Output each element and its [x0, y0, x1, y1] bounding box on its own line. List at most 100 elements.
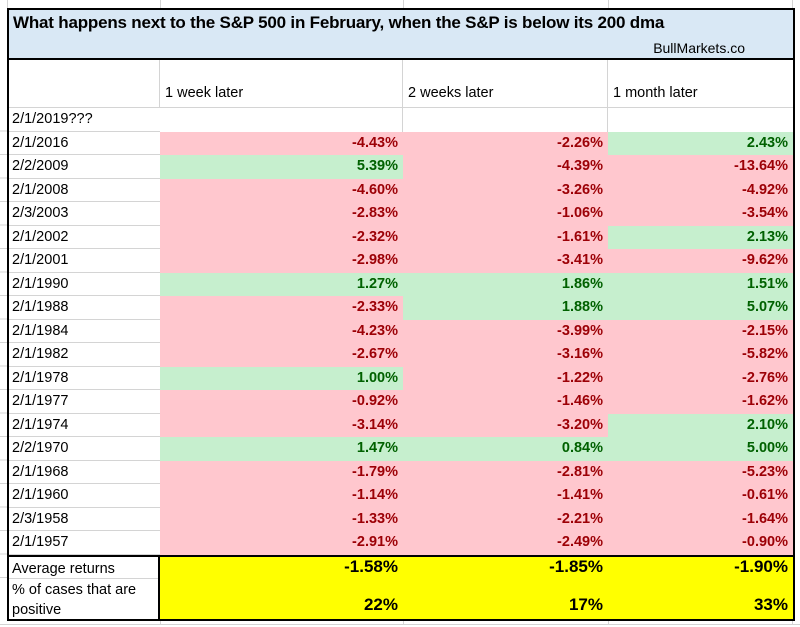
- date-cell[interactable]: 2/1/1990: [9, 273, 160, 297]
- average-returns-label[interactable]: Average returns: [9, 556, 160, 578]
- percent-2weeks-cell[interactable]: 17%: [403, 577, 608, 619]
- page-title: What happens next to the S&P 500 in Febr…: [13, 13, 665, 32]
- date-cell[interactable]: 2/1/1982: [9, 343, 160, 367]
- value-cell-1month[interactable]: -5.82%: [608, 343, 793, 367]
- value-cell-2weeks[interactable]: -2.21%: [403, 507, 608, 531]
- value-cell-1week[interactable]: -2.83%: [160, 202, 403, 226]
- value-cell-1month[interactable]: -1.64%: [608, 507, 793, 531]
- average-1week-cell[interactable]: -1.58%: [160, 556, 403, 578]
- value-cell-1month[interactable]: [608, 108, 793, 132]
- date-cell[interactable]: 2/1/2019???: [9, 108, 160, 132]
- date-cell[interactable]: 2/1/1960: [9, 484, 160, 508]
- table-row: 2/1/2002 -2.32% -1.61% 2.13%: [9, 225, 793, 250]
- value-cell-1week[interactable]: 1.00%: [160, 366, 403, 390]
- table-row: 2/1/2016 -4.43% -2.26% 2.43%: [9, 131, 793, 156]
- date-cell[interactable]: 2/1/1957: [9, 531, 160, 555]
- value-cell-1month[interactable]: 2.13%: [608, 225, 793, 249]
- percent-1month-cell[interactable]: 33%: [608, 577, 793, 619]
- value-cell-1month[interactable]: 5.00%: [608, 437, 793, 461]
- gridline: [0, 624, 800, 625]
- value-cell-1week[interactable]: -2.91%: [160, 531, 403, 555]
- value-cell-2weeks[interactable]: -3.20%: [403, 413, 608, 437]
- value-cell-2weeks[interactable]: -3.41%: [403, 249, 608, 273]
- value-cell-2weeks[interactable]: -3.99%: [403, 319, 608, 343]
- date-cell[interactable]: 2/1/1977: [9, 390, 160, 414]
- value-cell-2weeks[interactable]: -4.39%: [403, 155, 608, 179]
- gridline: [403, 0, 404, 8]
- value-cell-2weeks[interactable]: -3.26%: [403, 178, 608, 202]
- header-cell-1month[interactable]: 1 month later: [608, 60, 793, 108]
- value-cell-1month[interactable]: -2.76%: [608, 366, 793, 390]
- date-cell[interactable]: 2/1/2008: [9, 179, 160, 203]
- table-row: 2/1/1984 -4.23% -3.99% -2.15%: [9, 319, 793, 344]
- header-cell-date[interactable]: [9, 60, 160, 108]
- value-cell-1week[interactable]: -1.14%: [160, 484, 403, 508]
- value-cell-1week[interactable]: 1.47%: [160, 437, 403, 461]
- date-cell[interactable]: 2/1/2016: [9, 132, 160, 156]
- gridline: [160, 0, 161, 8]
- value-cell-1week[interactable]: 5.39%: [160, 155, 403, 179]
- value-cell-2weeks[interactable]: 1.88%: [403, 296, 608, 320]
- percent-1week-cell[interactable]: 22%: [160, 577, 403, 619]
- value-cell-2weeks[interactable]: -3.16%: [403, 343, 608, 367]
- value-cell-2weeks[interactable]: 0.84%: [403, 437, 608, 461]
- date-cell[interactable]: 2/1/1974: [9, 414, 160, 438]
- value-cell-1month[interactable]: -2.15%: [608, 319, 793, 343]
- value-cell-2weeks[interactable]: -1.22%: [403, 366, 608, 390]
- value-cell-1month[interactable]: -3.54%: [608, 202, 793, 226]
- value-cell-1month[interactable]: -4.92%: [608, 178, 793, 202]
- value-cell-1month[interactable]: -9.62%: [608, 249, 793, 273]
- date-cell[interactable]: 2/1/1988: [9, 296, 160, 320]
- table-row: 2/2/1970 1.47% 0.84% 5.00%: [9, 437, 793, 461]
- date-cell[interactable]: 2/1/1984: [9, 320, 160, 344]
- value-cell-1week[interactable]: -2.33%: [160, 296, 403, 320]
- value-cell-1week[interactable]: -2.67%: [160, 343, 403, 367]
- average-2weeks-cell[interactable]: -1.85%: [403, 556, 608, 578]
- value-cell-1month[interactable]: -5.23%: [608, 460, 793, 484]
- value-cell-1month[interactable]: -0.61%: [608, 484, 793, 508]
- value-cell-1month[interactable]: -1.62%: [608, 390, 793, 414]
- value-cell-1week[interactable]: -1.79%: [160, 460, 403, 484]
- table-row: 2/2/2009 5.39% -4.39% -13.64%: [9, 155, 793, 179]
- value-cell-1month[interactable]: -0.90%: [608, 531, 793, 555]
- date-cell[interactable]: 2/3/1958: [9, 508, 160, 532]
- header-cell-2weeks[interactable]: 2 weeks later: [403, 60, 608, 108]
- date-cell[interactable]: 2/1/1978: [9, 367, 160, 391]
- value-cell-2weeks[interactable]: -1.06%: [403, 202, 608, 226]
- value-cell-1week[interactable]: -4.23%: [160, 319, 403, 343]
- date-cell[interactable]: 2/1/2002: [9, 226, 160, 250]
- header-cell-1week[interactable]: 1 week later: [160, 60, 403, 108]
- value-cell-1month[interactable]: 2.10%: [608, 413, 793, 437]
- value-cell-1week[interactable]: -3.14%: [160, 413, 403, 437]
- date-cell[interactable]: 2/2/1970: [9, 437, 160, 461]
- date-cell[interactable]: 2/2/2009: [9, 155, 160, 179]
- value-cell-1month[interactable]: 5.07%: [608, 296, 793, 320]
- value-cell-2weeks[interactable]: -1.61%: [403, 225, 608, 249]
- value-cell-1week[interactable]: -4.60%: [160, 178, 403, 202]
- date-cell[interactable]: 2/1/2001: [9, 249, 160, 273]
- date-cell[interactable]: 2/3/2003: [9, 202, 160, 226]
- date-cell[interactable]: 2/1/1968: [9, 461, 160, 485]
- value-cell-2weeks[interactable]: 1.86%: [403, 272, 608, 296]
- value-cell-1week[interactable]: -1.33%: [160, 507, 403, 531]
- value-cell-2weeks[interactable]: -2.81%: [403, 460, 608, 484]
- value-cell-2weeks[interactable]: -1.41%: [403, 484, 608, 508]
- value-cell-1month[interactable]: 1.51%: [608, 272, 793, 296]
- value-cell-2weeks[interactable]: [403, 108, 608, 132]
- value-cell-1month[interactable]: -13.64%: [608, 155, 793, 179]
- value-cell-1week[interactable]: -0.92%: [160, 390, 403, 414]
- table-body: 2/1/2019??? 2/1/2016 -4.43% -2.26% 2.43%…: [9, 108, 793, 555]
- value-cell-1month[interactable]: 2.43%: [608, 131, 793, 155]
- value-cell-1week[interactable]: -4.43%: [160, 131, 403, 155]
- average-1month-cell[interactable]: -1.90%: [608, 556, 793, 578]
- table-row: 2/1/1988 -2.33% 1.88% 5.07%: [9, 296, 793, 320]
- value-cell-2weeks[interactable]: -2.49%: [403, 531, 608, 555]
- value-cell-1week[interactable]: -2.32%: [160, 225, 403, 249]
- value-cell-1week[interactable]: [160, 108, 403, 132]
- table-row: 2/1/2019???: [9, 108, 793, 132]
- value-cell-1week[interactable]: -2.98%: [160, 249, 403, 273]
- value-cell-2weeks[interactable]: -2.26%: [403, 131, 608, 155]
- value-cell-1week[interactable]: 1.27%: [160, 272, 403, 296]
- percent-positive-label[interactable]: % of cases that are positive: [9, 577, 160, 619]
- value-cell-2weeks[interactable]: -1.46%: [403, 390, 608, 414]
